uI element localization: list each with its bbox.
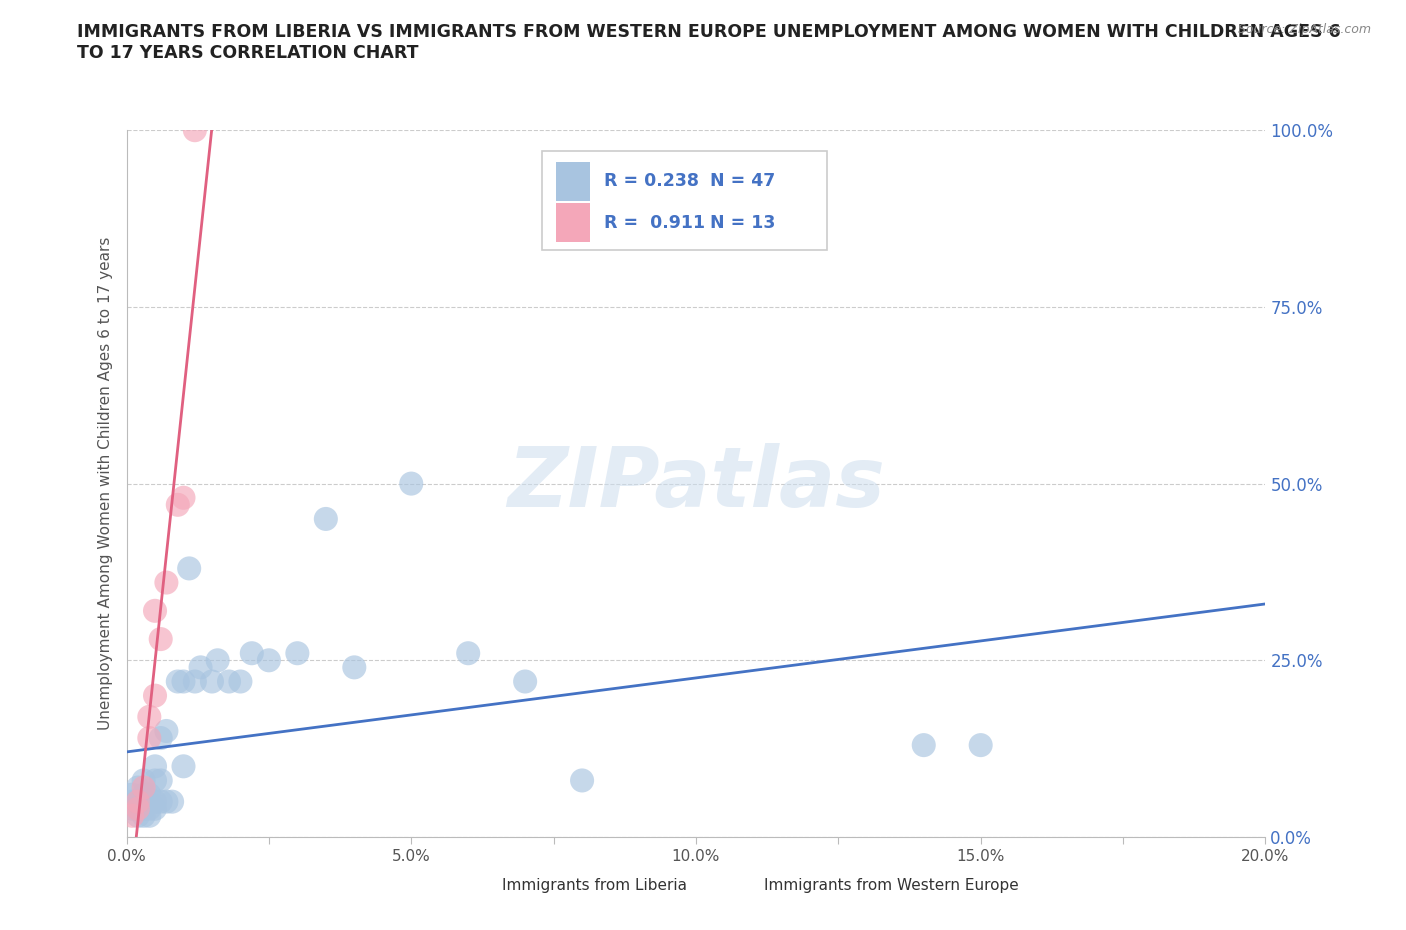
- FancyBboxPatch shape: [555, 162, 591, 201]
- Point: [138, 794, 160, 809]
- Point: [229, 674, 252, 689]
- Y-axis label: Unemployment Among Women with Children Ages 6 to 17 years: Unemployment Among Women with Children A…: [97, 237, 112, 730]
- Text: N = 13: N = 13: [710, 214, 775, 232]
- Point: [172, 674, 194, 689]
- Point: [207, 653, 229, 668]
- Point: [172, 759, 194, 774]
- Point: [571, 773, 593, 788]
- Point: [149, 631, 172, 646]
- Point: [138, 802, 160, 817]
- Point: [166, 674, 188, 689]
- Point: [121, 787, 143, 802]
- Point: [315, 512, 337, 526]
- Point: [515, 674, 537, 689]
- Point: [132, 802, 155, 817]
- Point: [287, 645, 309, 660]
- Point: [179, 561, 201, 576]
- Point: [121, 808, 143, 823]
- Point: [190, 660, 212, 675]
- Text: Source: ZipAtlas.com: Source: ZipAtlas.com: [1237, 23, 1371, 36]
- Point: [149, 731, 172, 746]
- Point: [166, 498, 188, 512]
- Point: [457, 645, 479, 660]
- Point: [143, 773, 166, 788]
- Point: [149, 794, 172, 809]
- FancyBboxPatch shape: [463, 872, 495, 899]
- FancyBboxPatch shape: [543, 152, 827, 250]
- Point: [132, 787, 155, 802]
- Point: [138, 808, 160, 823]
- Point: [155, 724, 177, 738]
- Point: [138, 710, 160, 724]
- Point: [127, 794, 149, 809]
- Point: [132, 780, 155, 795]
- Text: Immigrants from Western Europe: Immigrants from Western Europe: [765, 878, 1019, 893]
- Point: [132, 773, 155, 788]
- Point: [155, 575, 177, 590]
- Text: R =  0.911: R = 0.911: [603, 214, 704, 232]
- Point: [121, 802, 143, 817]
- Text: TO 17 YEARS CORRELATION CHART: TO 17 YEARS CORRELATION CHART: [77, 44, 419, 61]
- Point: [127, 780, 149, 795]
- Point: [143, 802, 166, 817]
- Text: R = 0.238: R = 0.238: [603, 172, 699, 190]
- Point: [172, 490, 194, 505]
- Point: [132, 794, 155, 809]
- Point: [240, 645, 263, 660]
- Point: [970, 737, 993, 752]
- Point: [149, 773, 172, 788]
- Point: [143, 794, 166, 809]
- Point: [138, 787, 160, 802]
- Point: [912, 737, 935, 752]
- Point: [401, 476, 423, 491]
- Point: [155, 794, 177, 809]
- Point: [184, 674, 207, 689]
- Point: [132, 808, 155, 823]
- Text: ZIPatlas: ZIPatlas: [508, 443, 884, 525]
- Text: N = 47: N = 47: [710, 172, 775, 190]
- FancyBboxPatch shape: [724, 872, 756, 899]
- Point: [343, 660, 366, 675]
- Text: Immigrants from Liberia: Immigrants from Liberia: [502, 878, 688, 893]
- Point: [160, 794, 183, 809]
- Point: [138, 731, 160, 746]
- Point: [127, 808, 149, 823]
- Point: [218, 674, 240, 689]
- Point: [127, 802, 149, 817]
- Point: [184, 123, 207, 138]
- FancyBboxPatch shape: [555, 204, 591, 242]
- Point: [143, 604, 166, 618]
- Point: [127, 794, 149, 809]
- Point: [143, 688, 166, 703]
- Point: [257, 653, 280, 668]
- Point: [121, 794, 143, 809]
- Point: [201, 674, 224, 689]
- Text: IMMIGRANTS FROM LIBERIA VS IMMIGRANTS FROM WESTERN EUROPE UNEMPLOYMENT AMONG WOM: IMMIGRANTS FROM LIBERIA VS IMMIGRANTS FR…: [77, 23, 1341, 41]
- Point: [143, 759, 166, 774]
- Point: [127, 802, 149, 817]
